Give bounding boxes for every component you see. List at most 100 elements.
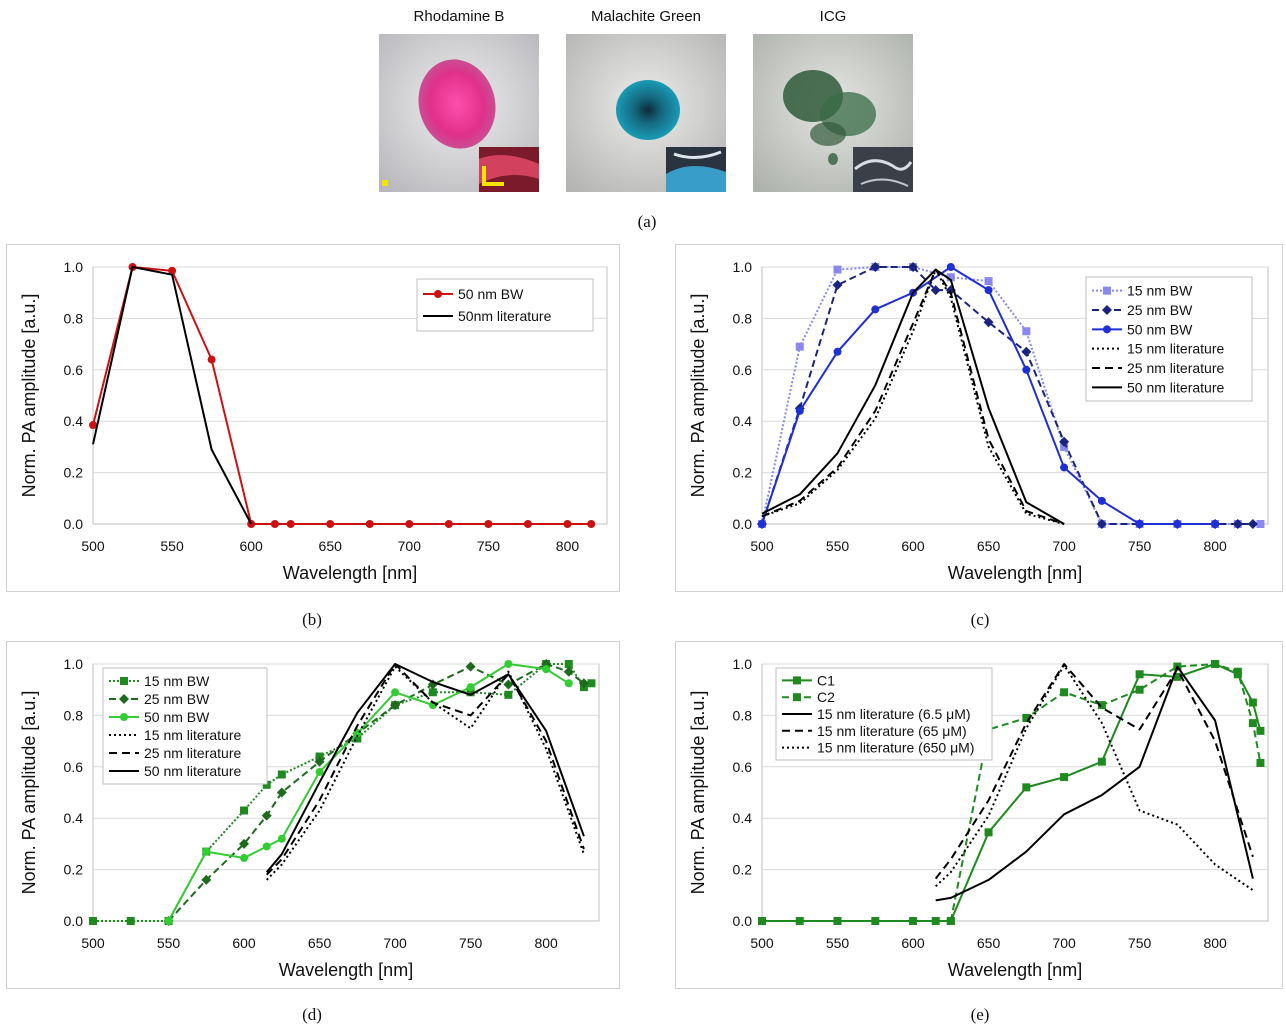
- data-point: [1022, 327, 1031, 336]
- legend-label: C1: [817, 672, 835, 688]
- data-point: [1097, 496, 1106, 505]
- legend-marker: [793, 693, 801, 702]
- y-tick-label: 0.8: [64, 707, 84, 723]
- x-tick-label: 500: [81, 935, 105, 951]
- x-tick-label: 800: [556, 538, 580, 554]
- data-point: [946, 263, 955, 271]
- data-point: [587, 520, 596, 528]
- y-tick-label: 1.0: [64, 259, 84, 275]
- data-point: [466, 688, 475, 697]
- data-point: [353, 734, 362, 743]
- data-point: [758, 917, 766, 925]
- y-tick-label: 0.4: [733, 810, 753, 826]
- data-point: [578, 678, 589, 689]
- data-point: [930, 285, 941, 296]
- series-line: [265, 665, 585, 881]
- chart-panel-c: 0.0 0.2 0.4 0.6 0.8 1.0 500 550 600 650 700 750 800 W…: [675, 244, 1283, 592]
- legend-label: 15 nm BW: [144, 673, 210, 689]
- data-point: [202, 847, 211, 856]
- icg-photo: [753, 34, 913, 192]
- data-point: [1096, 519, 1107, 529]
- x-axis-label: Wavelength [nm]: [279, 960, 413, 980]
- y-tick-label: 0.6: [64, 362, 84, 378]
- photo-title-malachite: Malachite Green: [590, 8, 702, 25]
- x-tick-label: 550: [826, 935, 850, 951]
- data-point: [1060, 463, 1069, 472]
- data-point: [261, 810, 272, 821]
- legend-marker: [1102, 305, 1112, 315]
- data-point: [563, 520, 572, 528]
- legend-label: 50 nm literature: [1127, 379, 1224, 395]
- x-tick-label: 700: [398, 538, 422, 554]
- data-point: [276, 787, 287, 798]
- legend: 50 nm BW 50nm literature: [416, 278, 594, 332]
- data-point: [1248, 698, 1257, 707]
- x-axis-label: Wavelength [nm]: [948, 563, 1082, 583]
- data-point: [315, 767, 324, 776]
- legend-label: 15 nm literature: [1127, 341, 1224, 357]
- legend: 15 nm BW 25 nm BW 50 nm BW 15 nm literature…: [102, 667, 268, 785]
- x-axis-label: Wavelength [nm]: [948, 960, 1082, 980]
- rhodamine-photo: [379, 34, 539, 192]
- data-point: [427, 679, 438, 690]
- legend-label: 25 nm BW: [1127, 302, 1193, 318]
- data-point: [1232, 519, 1243, 529]
- data-point: [314, 756, 325, 767]
- legend-label: 50 nm BW: [458, 286, 524, 302]
- x-tick-label: 500: [750, 538, 774, 554]
- malachite-photo: [566, 34, 726, 192]
- series-line: [761, 268, 1065, 525]
- y-tick-label: 0.6: [733, 759, 753, 775]
- series-3: [758, 263, 1220, 528]
- chart-c-svg: 0.0 0.2 0.4 0.6 0.8 1.0 500 550 600 650 700 750 800 W…: [688, 259, 1269, 583]
- series-4: [934, 663, 1254, 880]
- data-point: [984, 277, 993, 286]
- data-point: [1211, 660, 1220, 668]
- data-point: [286, 520, 295, 528]
- series-line: [949, 663, 1262, 922]
- data-point: [1021, 346, 1032, 357]
- y-axis-label: Norm. PA amplitude [a.u.]: [688, 691, 708, 895]
- data-point: [1060, 773, 1069, 782]
- data-point: [909, 917, 918, 925]
- data-point: [908, 262, 919, 272]
- x-tick-label: 600: [901, 935, 925, 951]
- legend-label: 25 nm BW: [144, 691, 210, 707]
- series-line: [935, 664, 1254, 892]
- data-point: [795, 406, 804, 415]
- y-tick-label: 0.4: [64, 413, 84, 429]
- data-point: [262, 780, 271, 789]
- x-tick-label: 800: [1203, 935, 1227, 951]
- x-tick-label: 600: [232, 935, 256, 951]
- data-point: [315, 752, 324, 761]
- series-2: [92, 266, 253, 525]
- data-point: [240, 806, 249, 815]
- series-3: [164, 660, 573, 925]
- series-5: [265, 663, 585, 876]
- chart-e-svg: 0.0 0.2 0.4 0.6 0.8 1.0 500 550 600 650 700 750 800 W…: [688, 656, 1269, 980]
- series-line: [761, 268, 1065, 525]
- data-point: [833, 917, 842, 925]
- data-point: [1248, 719, 1257, 728]
- data-point: [164, 917, 173, 925]
- data-point: [931, 917, 940, 925]
- data-point: [1097, 757, 1106, 766]
- legend-label: 50 nm BW: [1127, 321, 1193, 337]
- data-point: [1059, 436, 1070, 447]
- chart-panel-e: 0.0 0.2 0.4 0.6 0.8 1.0 500 550 600 650 700 750 800 W…: [675, 641, 1283, 989]
- legend-label: 15 nm BW: [1127, 283, 1193, 299]
- x-tick-label: 750: [1128, 538, 1152, 554]
- data-point: [168, 266, 177, 275]
- caption-b: (b): [302, 610, 322, 629]
- data-point: [465, 661, 476, 672]
- y-tick-label: 0.4: [733, 413, 753, 429]
- data-point: [326, 520, 335, 528]
- data-point: [833, 265, 842, 274]
- x-tick-label: 700: [1052, 538, 1076, 554]
- data-point: [1256, 758, 1265, 767]
- y-axis-label: Norm. PA amplitude [a.u.]: [688, 294, 708, 498]
- y-tick-label: 0.0: [64, 516, 84, 532]
- legend-marker: [793, 676, 801, 685]
- data-point: [1256, 726, 1265, 735]
- legend-marker: [120, 713, 128, 721]
